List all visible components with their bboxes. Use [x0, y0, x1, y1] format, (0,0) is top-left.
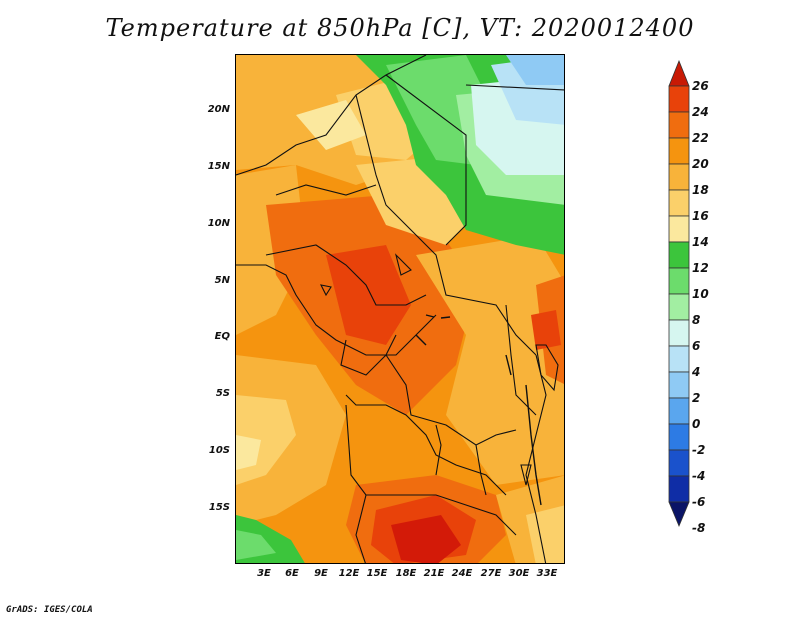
lat-label: 20N — [207, 104, 230, 115]
field-greenlight-southwest — [236, 530, 276, 560]
lon-label: 12E — [338, 568, 360, 579]
map-canvas — [236, 55, 564, 563]
field-red-central — [326, 245, 411, 345]
lon-label: 18E — [395, 568, 417, 579]
colorbar-label: 26 — [692, 79, 709, 93]
colorbar-label: 16 — [692, 209, 709, 223]
lat-label: 10N — [207, 218, 230, 229]
colorbar-label: 22 — [692, 131, 709, 145]
field-paleyellow-north — [296, 100, 366, 150]
lat-label: 10S — [208, 445, 230, 456]
lon-label: 30E — [508, 568, 530, 579]
colorbar-segment — [668, 215, 690, 243]
lon-label: 24E — [451, 568, 473, 579]
lon-label: 33E — [536, 568, 558, 579]
colorbar-segment — [668, 163, 690, 191]
field-hot-south — [391, 515, 461, 563]
colorbar-label: 8 — [692, 313, 701, 327]
colorbar-bottom-arrow — [668, 501, 690, 528]
field-red-east — [531, 310, 561, 350]
colorbar-label: 10 — [692, 287, 709, 301]
temperature-map — [235, 54, 565, 564]
lon-label: 21E — [423, 568, 445, 579]
colorbar-label: 4 — [692, 365, 701, 379]
colorbar-label: -4 — [692, 469, 706, 483]
lake-outlines — [415, 314, 542, 506]
colorbar-segment — [668, 137, 690, 165]
lon-label: 9E — [314, 568, 328, 579]
lon-label: 15E — [366, 568, 388, 579]
colorbar-label: -8 — [692, 521, 706, 535]
colorbar-segment — [668, 345, 690, 373]
colorbar-label: 2 — [692, 391, 701, 405]
colorbar-segment — [668, 449, 690, 477]
field-blue-northeast — [506, 55, 564, 85]
colorbar-segment — [668, 371, 690, 399]
colorbar-label: -6 — [692, 495, 706, 509]
colorbar-label: -2 — [692, 443, 706, 457]
colorbar-label: 20 — [692, 157, 709, 171]
colorbar-segment — [668, 397, 690, 425]
colorbar-segment — [668, 241, 690, 269]
colorbar-segment — [668, 267, 690, 295]
colorbar-label: 12 — [692, 261, 709, 275]
colorbar-segment — [668, 85, 690, 113]
colorbar-segment — [668, 111, 690, 139]
colorbar-segment — [668, 319, 690, 347]
field-gold-east — [416, 235, 564, 485]
lat-label: EQ — [214, 331, 230, 342]
footer-credit: GrADS: IGES/COLA — [6, 605, 93, 615]
colorbar-label: 14 — [692, 235, 709, 249]
colorbar-top-arrow — [668, 60, 690, 87]
colorbar — [668, 60, 690, 528]
lon-label: 6E — [285, 568, 299, 579]
lon-label: 3E — [257, 568, 271, 579]
colorbar-segment — [668, 293, 690, 321]
lat-label: 15S — [208, 502, 230, 513]
colorbar-label: 6 — [692, 339, 701, 353]
colorbar-segment — [668, 189, 690, 217]
field-yellow-southeast — [526, 505, 564, 563]
colorbar-label: 0 — [692, 417, 701, 431]
lat-label: 15N — [207, 161, 230, 172]
lat-label: 5N — [214, 275, 230, 286]
lon-label: 27E — [480, 568, 502, 579]
colorbar-label: 18 — [692, 183, 709, 197]
map-title: Temperature at 850hPa [C], VT: 202001240… — [105, 14, 695, 42]
colorbar-label: 24 — [692, 105, 709, 119]
country-borders — [236, 55, 564, 563]
field-paleyellow-southwest — [236, 435, 261, 470]
colorbar-segment — [668, 423, 690, 451]
lat-label: 5S — [215, 388, 230, 399]
colorbar-segment — [668, 475, 690, 503]
